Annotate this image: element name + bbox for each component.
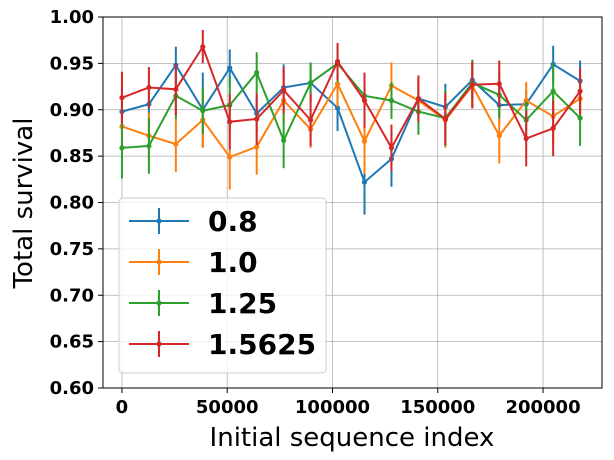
data-point xyxy=(254,70,260,76)
data-point xyxy=(254,144,260,150)
x-tick-label: 100000 xyxy=(295,397,370,418)
data-point xyxy=(496,81,502,87)
data-point xyxy=(281,87,287,93)
legend: 0.8 1.0 1.25 1.5625 xyxy=(118,197,327,374)
data-point xyxy=(200,108,206,114)
series-line xyxy=(121,81,581,159)
y-axis-label: Total survival xyxy=(9,118,39,290)
data-point xyxy=(146,84,152,91)
data-point xyxy=(523,97,529,104)
legend-marker xyxy=(156,341,162,347)
y-tick-label: 1.00 xyxy=(50,7,94,28)
data-point xyxy=(334,105,341,111)
data-point xyxy=(415,96,422,102)
y-tick-label: 0.90 xyxy=(50,100,94,121)
x-tick-label: 150000 xyxy=(400,397,475,418)
data-point xyxy=(469,82,475,88)
data-point xyxy=(577,88,583,94)
legend-item: 1.5625 xyxy=(129,328,316,361)
data-point xyxy=(361,97,368,104)
x-tick-label: 200000 xyxy=(505,397,580,418)
data-point xyxy=(334,58,341,65)
data-point xyxy=(146,143,152,149)
data-point xyxy=(550,88,556,94)
data-point xyxy=(523,135,529,142)
data-point xyxy=(200,44,206,50)
data-point xyxy=(227,119,233,125)
series-line xyxy=(121,44,581,150)
data-point xyxy=(119,145,125,151)
data-point xyxy=(308,80,314,86)
y-tick-label: 0.75 xyxy=(50,239,94,260)
x-tick-label: 50000 xyxy=(196,397,259,418)
data-point xyxy=(334,81,341,87)
data-point xyxy=(361,179,368,185)
data-point xyxy=(173,141,179,147)
data-point xyxy=(281,137,287,143)
legend-item: 1.25 xyxy=(129,287,277,320)
data-point xyxy=(388,145,395,151)
y-tick-label: 0.95 xyxy=(50,53,94,74)
series-1.5625 xyxy=(119,29,583,171)
tick-layer: 0 50000 100000 150000 200000 0.60 0.65 0.70 0.75… xyxy=(50,7,581,418)
series-0.8 xyxy=(119,45,583,215)
legend-label: 0.8 xyxy=(208,205,258,238)
data-point xyxy=(308,117,314,123)
data-point xyxy=(442,116,448,122)
data-point xyxy=(173,86,179,92)
y-tick-label: 0.80 xyxy=(50,193,94,214)
data-point xyxy=(388,97,395,104)
data-point xyxy=(361,138,368,144)
legend-item: 1.0 xyxy=(129,246,258,279)
series-line xyxy=(121,62,581,184)
data-point xyxy=(496,133,502,139)
legend-box xyxy=(118,197,327,374)
series-line xyxy=(121,62,581,149)
data-point xyxy=(254,116,260,122)
y-tick-label: 0.85 xyxy=(50,146,94,167)
legend-item: 0.8 xyxy=(129,205,258,238)
data-point xyxy=(550,125,556,131)
x-tick-label: 0 xyxy=(116,397,129,418)
data-point xyxy=(577,115,583,121)
data-point xyxy=(119,95,125,101)
legend-marker xyxy=(156,259,162,265)
series-layer xyxy=(119,29,583,215)
legend-marker xyxy=(156,300,162,306)
y-tick-label: 0.65 xyxy=(50,332,94,353)
legend-label: 1.0 xyxy=(208,246,258,279)
legend-label: 1.5625 xyxy=(208,328,316,361)
legend-label: 1.25 xyxy=(208,287,277,320)
y-tick-label: 0.60 xyxy=(50,378,94,399)
data-point xyxy=(227,65,233,71)
data-point xyxy=(227,154,233,160)
y-tick-label: 0.70 xyxy=(50,285,94,306)
x-axis-label: Initial sequence index xyxy=(210,423,495,453)
legend-marker xyxy=(156,218,162,224)
